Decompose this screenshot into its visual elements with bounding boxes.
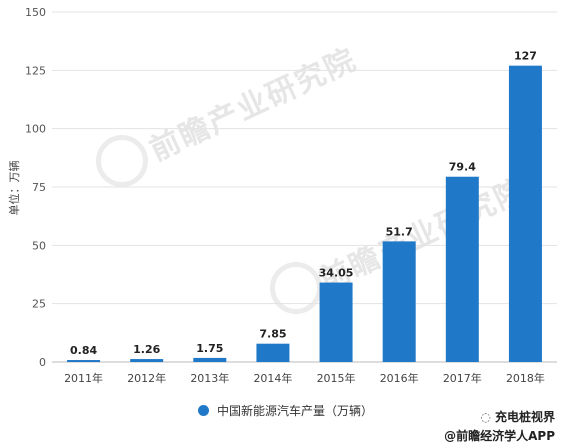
value-label: 34.05: [319, 267, 354, 280]
value-label: 7.85: [259, 328, 286, 341]
y-tick-labels: 0 25 50 75 100 125 150: [25, 6, 46, 369]
legend-label: 中国新能源汽车产量（万辆）: [217, 404, 374, 418]
y-tick-label: 0: [39, 356, 46, 369]
value-labels: 0.84 1.26 1.75 7.85 34.05 51.7 79.4 127: [70, 50, 537, 357]
x-tick-label: 2012年: [127, 371, 166, 385]
x-tick-label: 2017年: [443, 371, 482, 385]
bar-2018年: [508, 65, 542, 363]
bar-2011年: [67, 360, 101, 362]
channel-name: 充电桩视界: [494, 410, 555, 424]
watermark-logo-icon-2: [270, 262, 322, 314]
value-label: 0.84: [70, 344, 97, 357]
bar-2014年: [256, 343, 290, 362]
x-tick-label: 2015年: [317, 371, 356, 385]
y-tick-label: 50: [32, 239, 46, 252]
source-credit: @前瞻经济学人APP: [444, 429, 555, 443]
watermark-logo-icon: [96, 135, 148, 187]
x-tick-label: 2014年: [253, 371, 292, 385]
y-tick-label: 75: [32, 181, 46, 194]
bar-2017年: [445, 176, 479, 362]
bar-2016年: [382, 241, 416, 362]
x-tick-label: 2011年: [64, 371, 103, 385]
bar-2013年: [193, 357, 227, 362]
bars: [67, 65, 542, 363]
x-tick-label: 2016年: [380, 371, 419, 385]
legend-dot-icon: [198, 405, 209, 416]
value-label: 51.7: [386, 225, 413, 238]
x-tick-labels: 2011年 2012年 2013年 2014年 2015年 2016年 2017年 2018年: [64, 371, 545, 385]
value-label: 127: [514, 50, 537, 63]
y-axis-label: 单位：万辆: [7, 161, 21, 216]
channel-credit: ◌ 充电桩视界: [480, 408, 555, 425]
bar-2012年: [130, 359, 164, 362]
legend: 中国新能源汽车产量（万辆）: [198, 402, 373, 419]
y-tick-label: 150: [25, 6, 46, 19]
y-tick-label: 100: [25, 123, 46, 136]
bar-2015年: [319, 282, 353, 362]
y-tick-label: 25: [32, 298, 46, 311]
value-label: 1.75: [196, 342, 223, 355]
grid-lines: [52, 11, 557, 363]
y-tick-label: 125: [25, 64, 46, 77]
x-tick-label: 2018年: [506, 371, 545, 385]
wechat-icon: ◌: [480, 410, 491, 424]
value-label: 1.26: [133, 343, 160, 356]
value-label: 79.4: [449, 161, 476, 174]
x-tick-label: 2013年: [190, 371, 229, 385]
